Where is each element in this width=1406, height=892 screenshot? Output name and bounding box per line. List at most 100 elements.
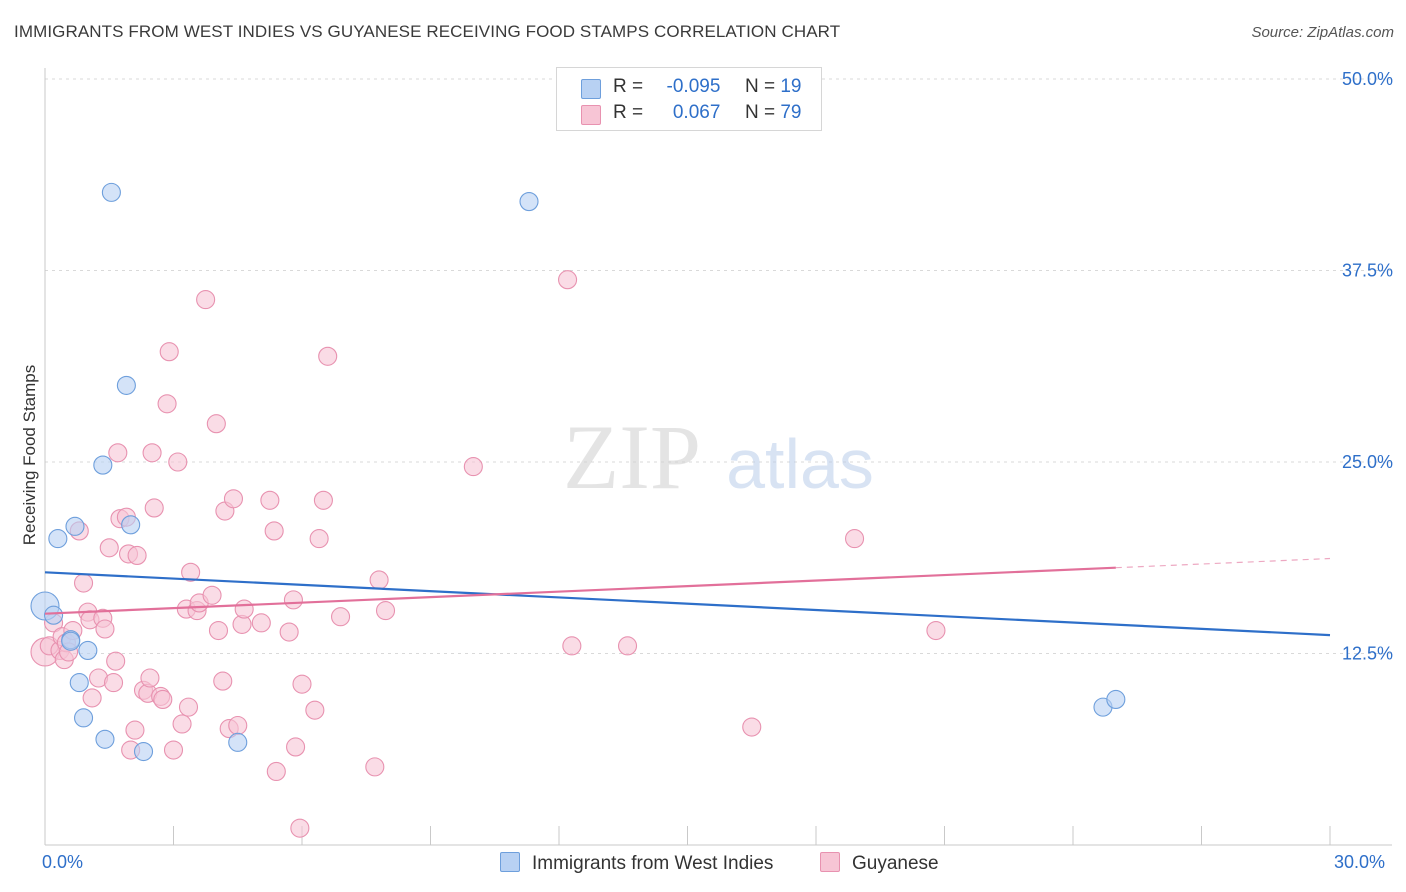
y-tick-labels: 12.5% 25.0% 37.5% 50.0% xyxy=(1342,69,1393,664)
west-indies-point xyxy=(48,529,68,549)
guyanese-trend-extension xyxy=(1115,557,1331,569)
west-indies-point xyxy=(1106,689,1126,710)
guyanese-point xyxy=(234,599,254,619)
guyanese-point xyxy=(125,720,145,740)
west-indies-point xyxy=(95,729,115,749)
guyanese-point xyxy=(206,414,226,434)
west-indies-point xyxy=(93,455,113,475)
legend-r-label: R = xyxy=(613,76,644,97)
guyanese-point xyxy=(196,290,216,310)
gridlines xyxy=(45,78,1392,654)
west-indies-point xyxy=(116,375,136,395)
axes xyxy=(44,68,1392,846)
x-tick-min: 0.0% xyxy=(42,852,84,872)
bottom-legend-label-blue: Immigrants from West Indies xyxy=(532,853,774,874)
guyanese-point xyxy=(223,489,244,509)
guyanese-point xyxy=(313,490,333,510)
guyanese-point xyxy=(305,700,325,720)
guyanese-point xyxy=(108,443,128,463)
guyanese-point xyxy=(181,562,201,582)
guyanese-point xyxy=(562,636,582,656)
west-indies-point xyxy=(65,516,85,536)
guyanese-point xyxy=(159,342,179,362)
guyanese-point xyxy=(251,613,271,633)
guyanese-point xyxy=(178,697,199,717)
guyanese-point xyxy=(292,674,312,694)
guyanese-point xyxy=(140,668,160,688)
guyanese-point xyxy=(330,607,351,627)
legend-text-blue: R = -0.095 N = 19 xyxy=(613,76,801,98)
bottom-legend-blue: Immigrants from West Indies xyxy=(500,852,773,875)
west-indies-points xyxy=(30,182,1126,762)
legend-text-pink: R = 0.067 N = 79 xyxy=(613,102,801,124)
guyanese-point xyxy=(144,498,164,518)
west-indies-point xyxy=(228,732,248,752)
legend-n-label: N = xyxy=(744,102,776,123)
legend-n-label: N = xyxy=(744,76,776,97)
west-indies-point xyxy=(61,631,81,651)
watermark: ZIP atlas xyxy=(563,406,874,508)
guyanese-point xyxy=(286,737,306,757)
west-indies-point xyxy=(78,640,98,660)
guyanese-point xyxy=(260,490,280,510)
guyanese-point xyxy=(163,740,184,760)
guyanese-point xyxy=(127,545,147,566)
west-indies-point xyxy=(133,741,154,762)
source-label: Source: ZipAtlas.com xyxy=(1251,24,1394,41)
guyanese-point xyxy=(213,671,233,691)
guyanese-point xyxy=(99,538,119,558)
west-indies-point xyxy=(121,515,141,535)
y-tick-label: 37.5% xyxy=(1342,261,1393,281)
y-tick-label: 50.0% xyxy=(1342,69,1393,89)
bottom-legend-swatch-blue xyxy=(500,852,520,872)
legend-n-value: 19 xyxy=(780,76,802,97)
legend-swatch-blue xyxy=(581,79,601,99)
guyanese-point xyxy=(926,620,946,641)
bottom-legend-pink: Guyanese xyxy=(820,852,939,875)
guyanese-point xyxy=(279,622,299,642)
guyanese-point xyxy=(309,529,329,549)
west-indies-point xyxy=(44,605,64,625)
legend-r-label: R = xyxy=(613,102,644,123)
guyanese-point xyxy=(290,818,310,838)
bottom-legend-label-pink: Guyanese xyxy=(852,853,939,874)
x-tick-max: 30.0% xyxy=(1334,852,1386,872)
legend-n-value: 79 xyxy=(780,102,802,123)
legend-swatch-pink xyxy=(581,105,601,125)
y-tick-label: 25.0% xyxy=(1342,452,1393,472)
guyanese-point xyxy=(375,601,396,621)
guyanese-point xyxy=(463,457,483,477)
chart-title: IMMIGRANTS FROM WEST INDIES VS GUYANESE … xyxy=(14,22,841,41)
y-axis-label: Receiving Food Stamps xyxy=(20,364,39,546)
guyanese-point xyxy=(168,452,188,472)
guyanese-point xyxy=(74,573,94,593)
guyanese-point xyxy=(365,757,385,777)
guyanese-points xyxy=(30,270,946,838)
guyanese-point xyxy=(742,717,762,737)
guyanese-point xyxy=(157,394,177,414)
west-indies-point xyxy=(69,673,89,693)
watermark-zip: ZIP xyxy=(563,406,701,508)
watermark-atlas: atlas xyxy=(726,425,874,503)
guyanese-point xyxy=(558,270,578,290)
guyanese-point xyxy=(106,651,126,671)
guyanese-point xyxy=(844,529,865,549)
guyanese-point xyxy=(95,619,115,639)
west-indies-point xyxy=(101,182,121,202)
y-tick-label: 12.5% xyxy=(1342,644,1393,664)
guyanese-point xyxy=(142,443,162,463)
guyanese-point xyxy=(82,688,102,708)
guyanese-point xyxy=(153,689,173,710)
west-indies-trend-line xyxy=(44,571,1331,637)
guyanese-point xyxy=(318,346,338,366)
guyanese-point xyxy=(369,570,389,590)
guyanese-trend-line xyxy=(44,566,1116,615)
guyanese-point xyxy=(103,673,124,693)
guyanese-point xyxy=(617,636,638,656)
guyanese-point xyxy=(172,714,192,734)
guyanese-point xyxy=(264,521,284,541)
trend-lines xyxy=(44,557,1331,637)
west-indies-point xyxy=(519,192,539,212)
legend-r-value: 0.067 xyxy=(672,102,721,123)
